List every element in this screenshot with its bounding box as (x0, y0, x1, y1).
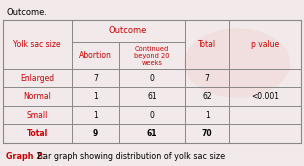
Text: 0: 0 (150, 74, 154, 83)
Text: Outcome.: Outcome. (6, 8, 47, 17)
Text: Outcome: Outcome (109, 26, 147, 36)
Text: <0.001: <0.001 (251, 92, 279, 101)
Text: Small: Small (27, 111, 48, 120)
Text: Abortion: Abortion (79, 51, 112, 60)
Text: Bar graph showing distribution of yolk sac size: Bar graph showing distribution of yolk s… (35, 152, 225, 161)
Text: 1: 1 (93, 92, 98, 101)
Text: Yolk sac size: Yolk sac size (13, 40, 61, 49)
Text: 9: 9 (93, 129, 98, 138)
Text: 0: 0 (150, 111, 154, 120)
Text: Total: Total (27, 129, 48, 138)
Text: Total: Total (198, 40, 216, 49)
Text: 7: 7 (205, 74, 209, 83)
Text: 1: 1 (93, 111, 98, 120)
Text: 61: 61 (147, 129, 157, 138)
Text: 61: 61 (147, 92, 157, 101)
Text: 1: 1 (205, 111, 209, 120)
Text: Normal: Normal (23, 92, 51, 101)
Text: Continued
beyond 20
weeks: Continued beyond 20 weeks (134, 45, 170, 66)
Text: p value: p value (251, 40, 279, 49)
Text: 7: 7 (93, 74, 98, 83)
Text: 62: 62 (202, 92, 212, 101)
Ellipse shape (184, 28, 290, 98)
Text: Enlarged: Enlarged (20, 74, 54, 83)
Text: Graph 2:: Graph 2: (6, 152, 45, 161)
Text: 70: 70 (202, 129, 212, 138)
